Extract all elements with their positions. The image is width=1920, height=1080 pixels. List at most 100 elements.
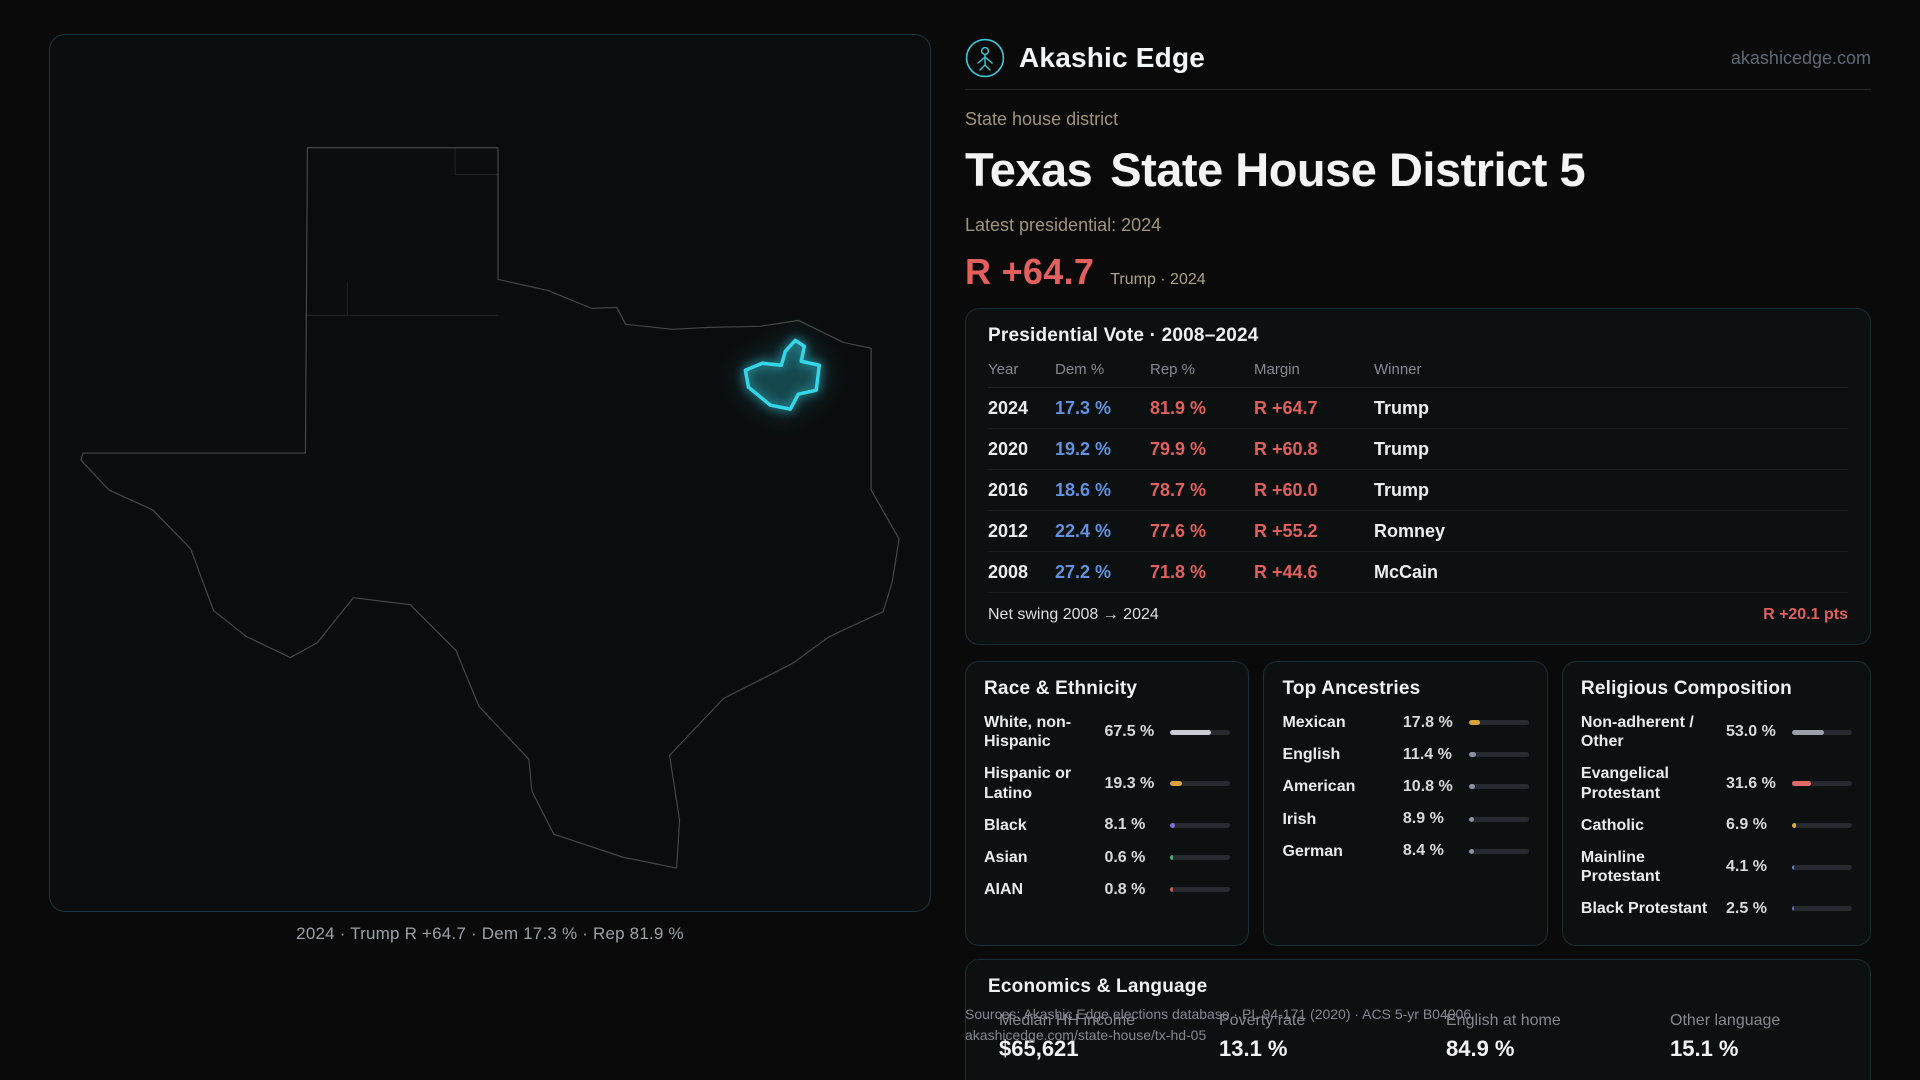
texas-outline bbox=[80, 147, 900, 869]
cell-margin: R +55.2 bbox=[1254, 520, 1318, 541]
ancestries-card: Top Ancestries Mexican 17.8 % English 11… bbox=[1263, 661, 1548, 946]
presidential-table-body: 2024 17.3 % 81.9 % R +64.7 Trump 2020 19… bbox=[988, 388, 1848, 593]
economic-stat-label: Median HH income bbox=[999, 1012, 1136, 1029]
cell-dem-pct: 17.3 % bbox=[1055, 397, 1112, 418]
stat-label: Asian bbox=[984, 848, 1028, 866]
presidential-vote-card: Presidential Vote · 2008–2024 Year Dem %… bbox=[965, 308, 1871, 645]
stat-row: Mainline Protestant 4.1 % bbox=[1581, 848, 1852, 886]
stat-label: English bbox=[1282, 746, 1341, 764]
stat-label: Black Protestant bbox=[1580, 900, 1708, 918]
religion-card-title: Religious Composition bbox=[1580, 678, 1792, 699]
report-column: Akashic Edge akashicedge.com State house… bbox=[965, 0, 1871, 1080]
cell-winner: Trump bbox=[1374, 438, 1430, 459]
stat-value: 0.8 % bbox=[1104, 880, 1146, 898]
header: Akashic Edge akashicedge.com bbox=[965, 36, 1871, 80]
stat-bar bbox=[1468, 752, 1529, 758]
akashic-edge-logo-icon bbox=[965, 38, 1005, 78]
stat-bar-fill bbox=[1468, 816, 1475, 822]
stat-value: 8.9 % bbox=[1402, 810, 1444, 828]
cell-rep-pct: 81.9 % bbox=[1150, 397, 1207, 418]
stat-row: Non-adherent / Other 53.0 % bbox=[1581, 713, 1852, 751]
stat-bar bbox=[1170, 822, 1231, 828]
stat-bar bbox=[1468, 784, 1529, 790]
sources-note: Sources: Akashic Edge elections database… bbox=[965, 1004, 1471, 1046]
economic-stat-value: 15.1 % bbox=[1670, 1036, 1739, 1061]
stat-row: Catholic 6.9 % bbox=[1581, 816, 1852, 835]
stat-bar-fill bbox=[1792, 822, 1797, 828]
stat-bar bbox=[1468, 720, 1529, 726]
economic-stat-label: Other language bbox=[1670, 1012, 1781, 1029]
site-link[interactable]: akashicedge.com bbox=[1730, 47, 1871, 68]
cell-rep-pct: 78.7 % bbox=[1150, 479, 1207, 500]
stat-bar-fill bbox=[1792, 906, 1795, 912]
stat-bar bbox=[1170, 781, 1231, 787]
stat-label: Irish bbox=[1282, 810, 1317, 828]
ancestries-card-title: Top Ancestries bbox=[1282, 678, 1421, 699]
cell-winner: Trump bbox=[1374, 479, 1430, 500]
religion-list: Non-adherent / Other 53.0 % Evangelical … bbox=[1581, 713, 1852, 919]
stat-value: 4.1 % bbox=[1726, 858, 1767, 876]
col-margin: Margin bbox=[1254, 361, 1300, 378]
economic-stat: English at home 84.9 % bbox=[1446, 1012, 1670, 1062]
stat-value: 2.5 % bbox=[1726, 899, 1767, 917]
cell-dem-pct: 19.2 % bbox=[1055, 438, 1112, 459]
stat-value: 53.0 % bbox=[1726, 723, 1776, 741]
district-type-label: State house district bbox=[965, 109, 1119, 129]
cell-margin: R +44.6 bbox=[1254, 561, 1318, 582]
stat-row: White, non-Hispanic 67.5 % bbox=[984, 713, 1231, 751]
stat-row: Hispanic or Latino 19.3 % bbox=[984, 764, 1231, 802]
cell-year: 2008 bbox=[988, 561, 1029, 582]
stat-value: 8.1 % bbox=[1104, 816, 1146, 834]
stat-label: AIAN bbox=[984, 881, 1024, 899]
stat-bar bbox=[1468, 848, 1529, 854]
stat-row: Mexican 17.8 % bbox=[1282, 713, 1529, 732]
stat-row: German 8.4 % bbox=[1282, 842, 1529, 861]
stat-value: 6.9 % bbox=[1726, 816, 1767, 834]
stat-row: English 11.4 % bbox=[1282, 745, 1529, 764]
stat-bar bbox=[1792, 906, 1852, 912]
stat-bar-fill bbox=[1792, 864, 1795, 870]
ancestry-list: Mexican 17.8 % English 11.4 % American 1… bbox=[1282, 713, 1529, 861]
economic-stat-value: 84.9 % bbox=[1446, 1036, 1515, 1061]
stat-row: American 10.8 % bbox=[1282, 777, 1529, 796]
stat-bar-fill bbox=[1170, 887, 1173, 893]
cell-rep-pct: 77.6 % bbox=[1150, 520, 1207, 541]
stat-row: Black 8.1 % bbox=[984, 816, 1231, 835]
cell-winner: Trump bbox=[1374, 397, 1430, 418]
title-district: State House District 5 bbox=[1110, 143, 1586, 196]
stat-bar bbox=[1792, 864, 1852, 870]
religion-card: Religious Composition Non-adherent / Oth… bbox=[1561, 661, 1871, 946]
district-5-shape[interactable] bbox=[743, 338, 821, 411]
stat-bar-fill bbox=[1468, 784, 1476, 790]
cell-dem-pct: 22.4 % bbox=[1055, 520, 1112, 541]
race-card-title: Race & Ethnicity bbox=[984, 678, 1138, 699]
cell-year: 2016 bbox=[988, 479, 1029, 500]
race-list: White, non-Hispanic 67.5 % Hispanic or L… bbox=[984, 713, 1231, 899]
race-ethnicity-card: Race & Ethnicity White, non-Hispanic 67.… bbox=[965, 661, 1250, 946]
stat-value: 8.4 % bbox=[1402, 842, 1444, 860]
vote-table-row: 2020 19.2 % 79.9 % R +60.8 Trump bbox=[988, 429, 1848, 470]
stat-bar-fill bbox=[1792, 781, 1811, 787]
economics-stats: Median HH income $65,621 Poverty rate 13… bbox=[988, 1012, 1848, 1062]
stat-value: 0.6 % bbox=[1104, 848, 1146, 866]
header-divider bbox=[965, 89, 1871, 90]
net-swing-row: Net swing 2008 → 2024 R +20.1 pts bbox=[988, 593, 1848, 637]
economic-stat-value: 13.1 % bbox=[1219, 1036, 1288, 1061]
col-dem: Dem % bbox=[1055, 361, 1105, 378]
stat-row: Irish 8.9 % bbox=[1282, 810, 1529, 829]
texas-map bbox=[80, 147, 900, 869]
headline-margin: R +64.7 Trump · 2024 bbox=[965, 251, 1871, 293]
stat-row: Black Protestant 2.5 % bbox=[1581, 899, 1852, 918]
sources-text: Sources: Akashic Edge elections database… bbox=[965, 1006, 1472, 1022]
stat-bar-fill bbox=[1468, 752, 1476, 758]
economic-stat: Poverty rate 13.1 % bbox=[1219, 1012, 1446, 1062]
internal-boundaries bbox=[305, 147, 498, 316]
cell-winner: McCain bbox=[1374, 561, 1439, 582]
economic-stat-label: English at home bbox=[1446, 1012, 1561, 1029]
col-winner: Winner bbox=[1374, 361, 1422, 378]
stat-value: 11.4 % bbox=[1402, 745, 1452, 763]
stat-label: German bbox=[1282, 842, 1343, 860]
stat-bar bbox=[1468, 816, 1529, 822]
stat-row: Asian 0.6 % bbox=[984, 848, 1231, 867]
permalink-link[interactable]: akashicedge.com/state-house/tx-hd-05 bbox=[965, 1027, 1207, 1043]
